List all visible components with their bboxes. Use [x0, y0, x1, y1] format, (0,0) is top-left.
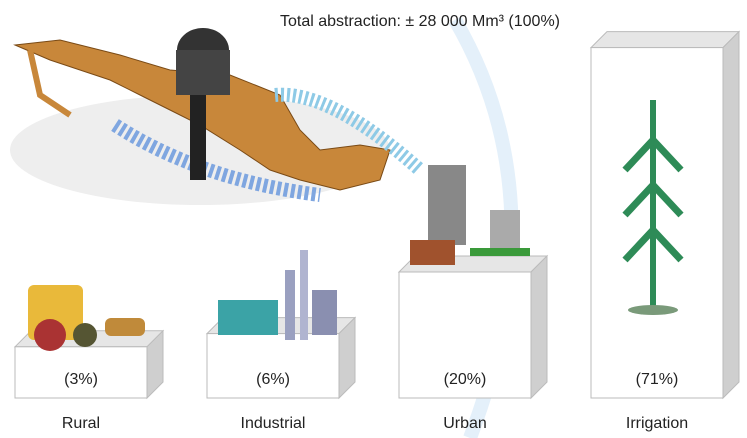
corn-leaves — [622, 137, 684, 263]
houses — [410, 240, 455, 265]
corn-stalk — [650, 100, 656, 310]
tower — [490, 210, 520, 250]
bar-front — [206, 333, 340, 399]
tractor-wheel — [73, 323, 97, 347]
category-label: Irrigation — [626, 415, 688, 432]
aquifer-west — [111, 119, 321, 202]
category-label: Industrial — [241, 415, 306, 432]
irrigation-icon — [622, 100, 684, 315]
value-label: (71%) — [636, 371, 679, 388]
aquifer-east — [274, 87, 425, 176]
well-base — [176, 50, 230, 95]
factory — [218, 300, 278, 335]
chimney — [285, 270, 295, 340]
chimney — [300, 250, 308, 340]
tractor-wheel — [34, 319, 66, 351]
tower — [428, 165, 466, 245]
building — [312, 290, 337, 335]
value-label: (20%) — [444, 371, 487, 388]
industrial-icon — [218, 250, 337, 340]
bar-front — [398, 271, 532, 399]
value-label: (3%) — [64, 371, 98, 388]
bar-side — [722, 30, 740, 400]
cow — [105, 318, 145, 336]
bar-front — [590, 47, 724, 399]
map-peninsula — [27, 49, 72, 118]
chart-title: Total abstraction: ± 28 000 Mm³ (100%) — [280, 13, 560, 30]
map-illustration — [10, 28, 425, 205]
value-label: (6%) — [256, 371, 290, 388]
urban-icon — [410, 165, 530, 265]
corn-base — [628, 305, 678, 315]
bar — [589, 30, 741, 400]
well-pipe — [190, 80, 206, 180]
category-label: Rural — [62, 415, 100, 432]
rural-icon — [28, 285, 145, 351]
park — [470, 248, 530, 256]
bar-side — [530, 254, 548, 400]
bar-top — [589, 31, 741, 49]
bar-front — [14, 346, 148, 399]
category-label: Urban — [443, 415, 487, 432]
